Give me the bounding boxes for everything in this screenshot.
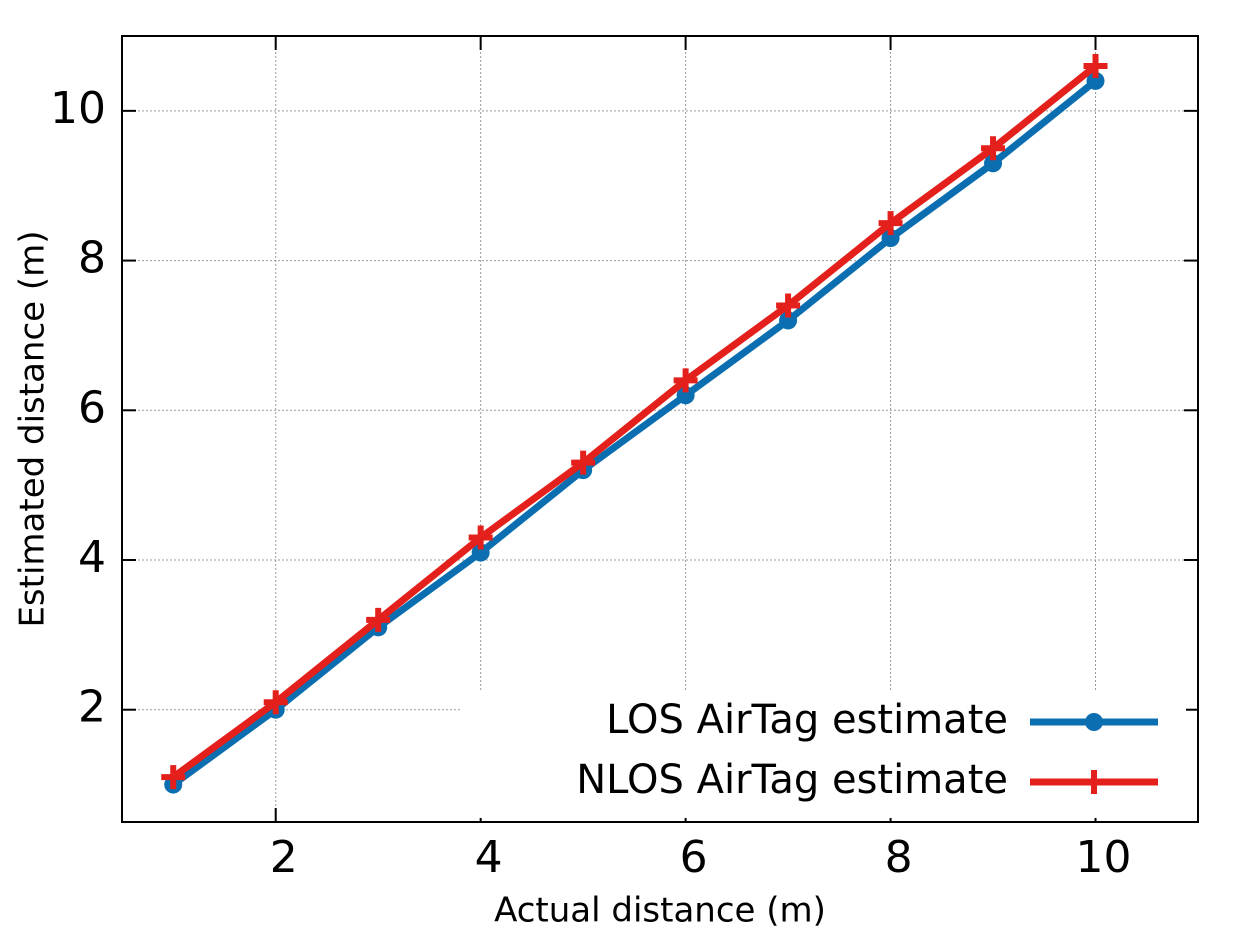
marker — [673, 368, 698, 393]
marker — [571, 450, 596, 475]
marker — [984, 154, 1003, 173]
y-tick-label: 8 — [78, 233, 106, 284]
marker — [366, 607, 391, 632]
y-tick-label: 10 — [50, 83, 106, 134]
marker — [779, 311, 798, 330]
plot-frame — [121, 35, 1199, 823]
marker — [878, 211, 903, 236]
marker — [1083, 53, 1108, 78]
marker — [981, 136, 1006, 161]
series-line — [171, 63, 1098, 780]
marker — [471, 543, 490, 562]
series-line — [171, 78, 1098, 788]
x-tick-label: 2 — [270, 832, 298, 883]
marker — [881, 229, 900, 248]
y-tick-label: 2 — [78, 682, 106, 733]
y-tick-label: 6 — [78, 382, 106, 433]
marker — [676, 386, 695, 405]
marker — [161, 765, 186, 790]
x-tick-label: 10 — [1076, 832, 1132, 883]
legend-label: LOS AirTag estimate — [606, 697, 1008, 743]
x-tick-label: 6 — [680, 832, 708, 883]
x-tick-label: 4 — [475, 832, 503, 883]
x-tick-label: 8 — [885, 832, 913, 883]
marker — [263, 690, 288, 715]
legend-label: NLOS AirTag estimate — [576, 757, 1008, 803]
y-axis-label: Estimated distance (m) — [13, 230, 53, 627]
marker — [468, 525, 493, 550]
marker — [776, 293, 801, 318]
x-axis-label: Actual distance (m) — [494, 891, 826, 931]
legend-marker — [1085, 713, 1103, 731]
legend-box — [460, 692, 1186, 818]
marker — [1086, 71, 1105, 90]
legend-marker — [1082, 770, 1106, 794]
y-tick-label: 4 — [78, 532, 106, 583]
